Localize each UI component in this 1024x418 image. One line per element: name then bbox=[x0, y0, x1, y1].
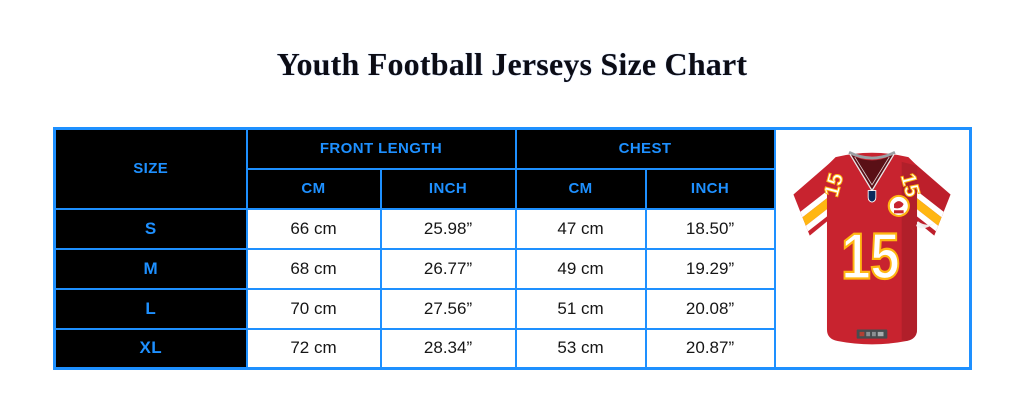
jersey-back-collar bbox=[848, 151, 896, 160]
front-cm-s: 66 cm bbox=[245, 207, 382, 250]
table-row-m: M 68 cm 26.77” 49 cm 19.29” bbox=[53, 247, 971, 290]
collar-trim-inner bbox=[854, 156, 890, 186]
header-front-inch: INCH bbox=[379, 167, 517, 210]
chest-inch-xl: 20.87” bbox=[644, 327, 776, 370]
nike-swoosh-icon bbox=[916, 221, 935, 229]
chest-cm-l: 51 cm bbox=[514, 287, 647, 330]
chest-cm-s: 47 cm bbox=[514, 207, 647, 250]
chest-inch-m: 19.29” bbox=[644, 247, 776, 290]
nfl-shield-icon bbox=[868, 190, 877, 203]
jersey-image: 15 15 15 bbox=[777, 143, 969, 357]
header-chest: CHEST bbox=[514, 127, 776, 170]
front-inch-l: 27.56” bbox=[379, 287, 517, 330]
size-label-xl: XL bbox=[53, 327, 248, 370]
front-cm-l: 70 cm bbox=[245, 287, 382, 330]
page-title: Youth Football Jerseys Size Chart bbox=[276, 46, 748, 82]
chest-inch-s: 18.50” bbox=[644, 207, 776, 250]
red-jersey-graphic: 15 15 15 bbox=[793, 151, 951, 345]
front-inch-s: 25.98” bbox=[379, 207, 517, 250]
table-row-s: S 66 cm 25.98” 47 cm 18.50” bbox=[53, 207, 971, 250]
front-cm-m: 68 cm bbox=[245, 247, 382, 290]
jock-tag bbox=[856, 329, 888, 339]
chest-cm-m: 49 cm bbox=[514, 247, 647, 290]
header-chest-inch: INCH bbox=[644, 167, 776, 210]
table-row-xl: XL 72 cm 28.34” 53 cm 20.87” bbox=[53, 327, 971, 370]
header-front-cm: CM bbox=[245, 167, 382, 210]
header-front-length: FRONT LENGTH bbox=[245, 127, 517, 170]
jersey-vneck bbox=[850, 154, 895, 191]
chest-inch-l: 20.08” bbox=[644, 287, 776, 330]
front-inch-m: 26.77” bbox=[379, 247, 517, 290]
table-row-l: L 70 cm 27.56” 51 cm 20.08” bbox=[53, 287, 971, 330]
front-inch-xl: 28.34” bbox=[379, 327, 517, 370]
chest-cm-xl: 53 cm bbox=[514, 327, 647, 370]
team-patch-icon bbox=[887, 194, 911, 218]
front-cm-xl: 72 cm bbox=[245, 327, 382, 370]
chest-number: 15 bbox=[841, 220, 899, 293]
size-label-m: M bbox=[53, 247, 248, 290]
header-size: SIZE bbox=[53, 127, 248, 210]
size-chart-table: SIZE FRONT LENGTH CHEST bbox=[53, 127, 973, 370]
size-label-s: S bbox=[53, 207, 248, 250]
jersey-image-cell: 15 15 15 bbox=[773, 127, 972, 370]
size-label-l: L bbox=[53, 287, 248, 330]
header-chest-cm: CM bbox=[514, 167, 647, 210]
